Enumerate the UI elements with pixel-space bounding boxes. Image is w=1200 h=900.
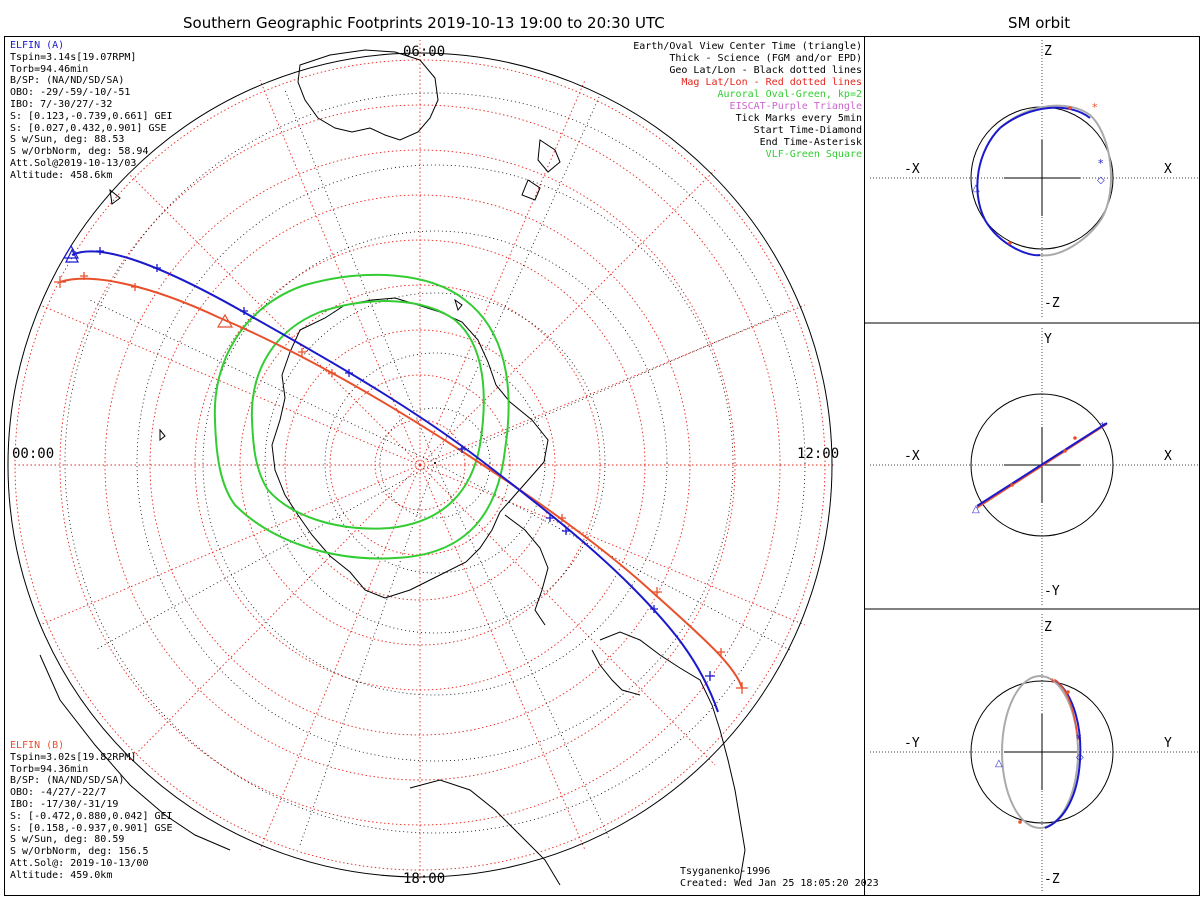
- sm-panel-xy: * △: [870, 328, 1198, 605]
- mag-grid: [14, 40, 835, 880]
- svg-text:*: *: [1092, 101, 1098, 114]
- sm-orbit-panels: * * ◇ △ * △ * * ◇ △: [864, 40, 1200, 892]
- elfin-a-line: S w/Sun, deg: 88.53: [10, 134, 125, 146]
- elfin-a-ticks: [96, 247, 715, 681]
- center-time-triangles: [62, 244, 234, 328]
- elfin-b-line: S: [0.158,-0.937,0.901] GSE: [10, 822, 173, 834]
- legend: Earth/Oval View Center Time (triangle) T…: [633, 41, 862, 161]
- time-label-top: 06:00: [403, 44, 446, 60]
- elfin-a-line: Att.Sol@2019-10-13/03: [10, 157, 137, 169]
- elfin-b-line: S w/OrbNorm, deg: 156.5: [10, 846, 149, 858]
- elfin-b-ticks: [54, 272, 748, 694]
- legend-item: Thick - Science (FGM and/or EPD): [669, 53, 862, 64]
- elfin-b-info: ELFIN (B) Tspin=3.02s[19.82RPM] Torb=94.…: [10, 740, 173, 882]
- elfin-a-line: B/SP: (NA/ND/SD/SA): [10, 75, 125, 87]
- sm-axis-label: X: [1164, 162, 1172, 177]
- elfin-a-info: ELFIN (A) Tspin=3.14s[19.07RPM] Torb=94.…: [10, 40, 173, 182]
- sm-axis-label: -X: [904, 162, 920, 177]
- svg-text:△: △: [972, 183, 980, 194]
- legend-item: EISCAT-Purple Triangle: [729, 101, 862, 112]
- sm-axis-label: -Z: [1044, 872, 1060, 887]
- svg-text:△: △: [972, 504, 980, 515]
- svg-text:◇: ◇: [1097, 175, 1105, 186]
- sm-axis-label: Y: [1044, 332, 1052, 347]
- elfin-a-line: S: [0.123,-0.739,0.661] GEI: [10, 110, 173, 122]
- elfin-a-triangle: [65, 248, 79, 263]
- legend-item: Mag Lat/Lon - Red dotted lines: [681, 77, 862, 88]
- sm-axis-label: Y: [1164, 736, 1172, 751]
- main-title: Southern Geographic Footprints 2019-10-1…: [183, 14, 665, 32]
- elfin-b-line: Att.Sol@: 2019-10-13/00: [10, 857, 149, 869]
- svg-text:◇: ◇: [1076, 752, 1084, 763]
- coastlines: [39, 49, 746, 886]
- elfin-a-line: Tspin=3.14s[19.07RPM]: [10, 51, 137, 63]
- svg-text:*: *: [1076, 732, 1082, 745]
- svg-text:*: *: [1050, 676, 1056, 689]
- elfin-b-line: Altitude: 459.0km: [10, 869, 113, 881]
- sm-axis-label: -X: [904, 449, 920, 464]
- globe-outline: [7, 52, 833, 878]
- svg-text:*: *: [1100, 420, 1106, 433]
- legend-item: Geo Lat/Lon - Black dotted lines: [669, 65, 862, 76]
- elfin-a-line: S: [0.027,0.432,0.901] GSE: [10, 122, 167, 134]
- auroral-oval: [213, 273, 510, 560]
- elfin-a-track: [71, 250, 719, 713]
- legend-item: End Time-Asterisk: [759, 137, 862, 148]
- legend-item: Start Time-Diamond: [753, 125, 862, 136]
- elfin-b-triangle: [216, 313, 234, 328]
- sm-axis-label: X: [1164, 449, 1172, 464]
- elfin-b-line: OBO: -4/27/-22/7: [10, 787, 107, 799]
- sm-orbit-title: SM orbit: [1008, 14, 1071, 32]
- legend-item: Tick Marks every 5min: [735, 113, 862, 124]
- elfin-a-line: IBO: 7/-30/27/-32: [10, 98, 113, 110]
- elfin-b-line: Tspin=3.02s[19.82RPM]: [10, 751, 137, 763]
- elfin-b-line: IBO: -17/30/-31/19: [10, 798, 119, 810]
- elfin-b-line: Torb=94.36min: [10, 763, 89, 775]
- created-timestamp: Created: Wed Jan 25 18:05:20 2023: [680, 877, 879, 889]
- sm-panel-xz: * * ◇ △: [870, 40, 1198, 318]
- elfin-b-line: B/SP: (NA/ND/SD/SA): [10, 775, 125, 787]
- elfin-b-track: [59, 277, 743, 689]
- time-label-left: 00:00: [12, 446, 55, 462]
- elfin-a-line: OBO: -29/-59/-10/-51: [10, 87, 131, 99]
- elfin-a-line: S w/OrbNorm, deg: 58.94: [10, 146, 149, 158]
- svg-text:*: *: [1098, 157, 1104, 170]
- model-credit: Tsyganenko-1996: [680, 866, 771, 877]
- credit: Tsyganenko-1996 Created: Wed Jan 25 18:0…: [680, 866, 879, 890]
- legend-item: Auroral Oval-Green, kp=2: [717, 89, 863, 100]
- sm-axis-label: -Y: [1044, 584, 1060, 599]
- elfin-a-name: ELFIN (A): [10, 40, 65, 51]
- time-label-right: 12:00: [797, 446, 840, 462]
- sm-axis-label: Z: [1044, 620, 1052, 635]
- elfin-a-line: Altitude: 458.6km: [10, 169, 113, 181]
- time-label-bottom: 18:00: [403, 871, 446, 887]
- elfin-b-line: S w/Sun, deg: 80.59: [10, 834, 125, 846]
- sm-axis-label: -Z: [1044, 296, 1060, 311]
- sm-axis-label: -Y: [904, 736, 920, 751]
- sm-axis-label: Z: [1044, 44, 1052, 59]
- elfin-b-line: S: [-0.472,0.880,0.042] GEI: [10, 810, 173, 822]
- elfin-b-name: ELFIN (B): [10, 740, 65, 751]
- legend-item: Earth/Oval View Center Time (triangle): [633, 41, 862, 52]
- legend-item: VLF-Green Square: [765, 149, 862, 160]
- elfin-a-line: Torb=94.46min: [10, 63, 89, 75]
- geo-grid: [64, 89, 806, 846]
- svg-text:△: △: [995, 758, 1003, 769]
- sm-panel-yz: * * ◇ △: [870, 614, 1198, 892]
